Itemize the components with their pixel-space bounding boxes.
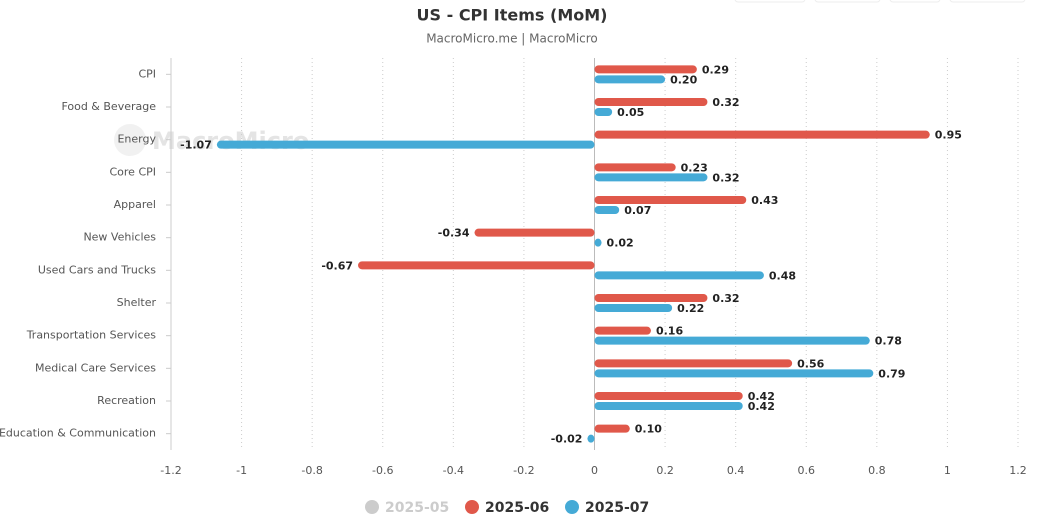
toolbar-button[interactable]: [814, 0, 881, 3]
data-label: 0.02: [607, 237, 634, 250]
bar: [594, 402, 743, 410]
bar: [216, 140, 595, 149]
data-label: 0.48: [769, 269, 796, 282]
legend-label[interactable]: 2025-07: [585, 500, 649, 516]
x-tick-label: 0.8: [868, 464, 886, 477]
bar: [594, 65, 697, 74]
y-tick-label: Education & Communication: [0, 427, 156, 440]
legend-label[interactable]: 2025-06: [485, 500, 549, 516]
data-label: 0.43: [751, 194, 778, 207]
data-label: 0.20: [670, 73, 697, 86]
y-tick-label: CPI: [138, 67, 156, 80]
bar: [594, 369, 874, 378]
data-label: -0.67: [321, 259, 353, 272]
y-tick-label: Used Cars and Trucks: [38, 263, 156, 276]
bar: [594, 424, 630, 433]
bar: [474, 228, 595, 237]
bar: [594, 294, 708, 302]
bar: [594, 238, 602, 247]
data-label: 0.95: [935, 129, 962, 142]
bar: [594, 108, 613, 116]
x-tick-label: 0.4: [727, 464, 745, 477]
x-tick-label: 1.2: [1009, 464, 1027, 477]
chart-title: US - CPI Items (MoM): [417, 6, 608, 25]
bar: [594, 196, 747, 204]
data-label: 0.79: [878, 367, 905, 380]
data-label: 0.16: [656, 325, 683, 338]
bar: [594, 304, 673, 312]
data-label: -1.07: [180, 139, 212, 152]
data-label: 0.56: [797, 357, 824, 370]
bar: [594, 75, 666, 84]
y-tick-label: Apparel: [114, 198, 156, 211]
toolbar-button[interactable]: [949, 0, 1026, 3]
x-tick-label: 0: [591, 464, 598, 477]
x-tick-label: -0.2: [513, 464, 534, 477]
data-label: 0.32: [712, 171, 739, 184]
bar: [594, 163, 676, 172]
y-tick-label: Core CPI: [109, 165, 156, 178]
y-tick-label: Shelter: [117, 296, 157, 309]
data-label: 0.42: [748, 390, 775, 403]
data-label: 0.05: [617, 106, 644, 119]
data-label: -0.02: [551, 433, 583, 446]
x-tick-label: 0.2: [656, 464, 674, 477]
data-label: 0.22: [677, 302, 704, 315]
bar: [594, 359, 793, 368]
bar: [594, 326, 651, 335]
x-tick-label: 1: [944, 464, 951, 477]
data-label: -0.34: [438, 227, 470, 240]
legend-label[interactable]: 2025-05: [385, 500, 449, 516]
bar: [594, 98, 708, 106]
data-label: 0.29: [702, 63, 729, 76]
chart-subtitle: MacroMicro.me | MacroMicro: [426, 32, 598, 46]
data-label: 0.07: [624, 204, 651, 217]
bar: [594, 336, 870, 345]
bar: [594, 130, 930, 139]
bar: [594, 392, 743, 400]
watermark-logo: [114, 124, 146, 156]
data-label: 0.78: [875, 335, 902, 348]
x-tick-label: -1.2: [160, 464, 181, 477]
legend-marker: [565, 500, 579, 514]
x-tick-label: -0.8: [301, 464, 322, 477]
x-tick-label: 0.6: [798, 464, 816, 477]
y-tick-label: Food & Beverage: [61, 100, 156, 113]
x-tick-label: -0.6: [372, 464, 393, 477]
data-label: 0.32: [712, 96, 739, 109]
data-label: 0.42: [748, 400, 775, 413]
bar: [594, 206, 620, 214]
y-tick-label: Medical Care Services: [35, 361, 156, 374]
y-tick-label: Transportation Services: [26, 329, 157, 342]
data-label: 0.32: [712, 292, 739, 305]
y-tick-label: New Vehicles: [83, 231, 156, 244]
bar: [594, 271, 764, 280]
y-tick-label: Energy: [117, 133, 156, 146]
data-label: 0.23: [681, 161, 708, 174]
toolbar-button[interactable]: [734, 0, 806, 3]
data-label: 0.10: [635, 423, 662, 436]
y-tick-label: Recreation: [97, 394, 156, 407]
bar: [594, 173, 708, 182]
legend-marker: [365, 500, 379, 514]
bar: [587, 434, 595, 443]
bar: [358, 261, 595, 270]
legend-marker: [465, 500, 479, 514]
toolbar-button[interactable]: [889, 0, 941, 3]
x-tick-label: -0.4: [443, 464, 464, 477]
x-tick-label: -1: [236, 464, 247, 477]
